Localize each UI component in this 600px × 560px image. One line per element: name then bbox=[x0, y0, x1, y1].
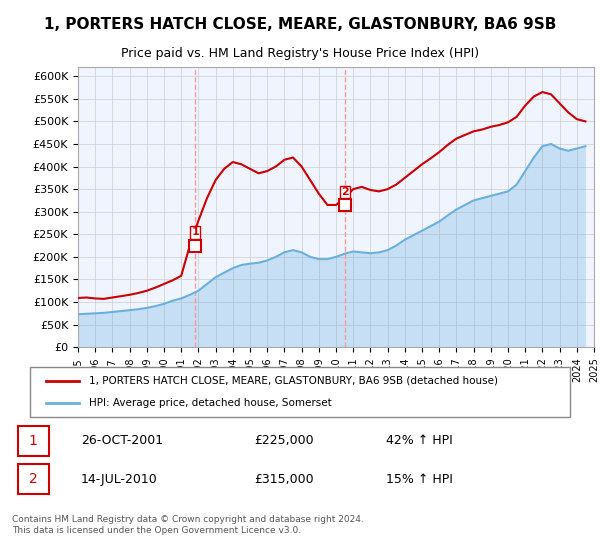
FancyBboxPatch shape bbox=[18, 426, 49, 456]
Text: 2: 2 bbox=[341, 187, 349, 197]
Text: Contains HM Land Registry data © Crown copyright and database right 2024.
This d: Contains HM Land Registry data © Crown c… bbox=[12, 515, 364, 535]
Text: £315,000: £315,000 bbox=[254, 473, 314, 486]
Text: Price paid vs. HM Land Registry's House Price Index (HPI): Price paid vs. HM Land Registry's House … bbox=[121, 47, 479, 60]
Text: 1, PORTERS HATCH CLOSE, MEARE, GLASTONBURY, BA6 9SB (detached house): 1, PORTERS HATCH CLOSE, MEARE, GLASTONBU… bbox=[89, 376, 499, 386]
Text: £225,000: £225,000 bbox=[254, 435, 314, 447]
FancyBboxPatch shape bbox=[30, 367, 570, 417]
Text: 42% ↑ HPI: 42% ↑ HPI bbox=[386, 435, 453, 447]
Text: 1, PORTERS HATCH CLOSE, MEARE, GLASTONBURY, BA6 9SB: 1, PORTERS HATCH CLOSE, MEARE, GLASTONBU… bbox=[44, 17, 556, 32]
FancyBboxPatch shape bbox=[18, 464, 49, 494]
Text: 26-OCT-2001: 26-OCT-2001 bbox=[81, 435, 163, 447]
Text: 2: 2 bbox=[29, 472, 38, 486]
Text: HPI: Average price, detached house, Somerset: HPI: Average price, detached house, Some… bbox=[89, 398, 332, 408]
Text: 1: 1 bbox=[191, 227, 199, 237]
Text: 14-JUL-2010: 14-JUL-2010 bbox=[81, 473, 158, 486]
Text: 15% ↑ HPI: 15% ↑ HPI bbox=[386, 473, 453, 486]
Text: 1: 1 bbox=[29, 434, 38, 448]
